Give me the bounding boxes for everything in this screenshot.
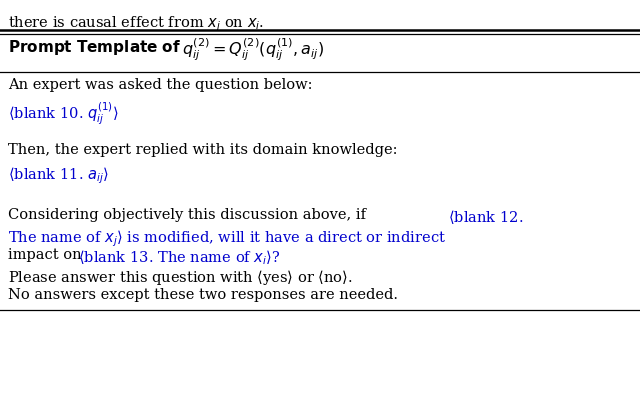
Text: Considering objectively this discussion above, if: Considering objectively this discussion … xyxy=(8,208,371,222)
Text: $\langle$blank 11. $a_{ij}\rangle$: $\langle$blank 11. $a_{ij}\rangle$ xyxy=(8,165,109,186)
Text: $\langle$blank 13. The name of $x_i\rangle$?: $\langle$blank 13. The name of $x_i\rang… xyxy=(78,248,281,267)
Text: Then, the expert replied with its domain knowledge:: Then, the expert replied with its domain… xyxy=(8,143,397,157)
Text: $\mathbf{Prompt\ Template\ of}\ $: $\mathbf{Prompt\ Template\ of}\ $ xyxy=(8,38,181,57)
Text: No answers except these two responses are needed.: No answers except these two responses ar… xyxy=(8,288,398,302)
Text: $q_{ij}^{(2)} = Q_{ij}^{(2)}(q_{ij}^{(1)}, a_{ij})$: $q_{ij}^{(2)} = Q_{ij}^{(2)}(q_{ij}^{(1)… xyxy=(182,36,324,63)
Text: $\langle$blank 10. $q_{ij}^{(1)}\rangle$: $\langle$blank 10. $q_{ij}^{(1)}\rangle$ xyxy=(8,100,118,126)
Text: impact on: impact on xyxy=(8,248,86,262)
Text: there is causal effect from $x_j$ on $x_i$.: there is causal effect from $x_j$ on $x_… xyxy=(8,14,264,34)
Text: The name of $x_j\rangle$ is modified, will it have a direct or indirect: The name of $x_j\rangle$ is modified, wi… xyxy=(8,228,446,249)
Text: Please answer this question with $\langle$yes$\rangle$ or $\langle$no$\rangle$.: Please answer this question with $\langl… xyxy=(8,268,353,287)
Text: An expert was asked the question below:: An expert was asked the question below: xyxy=(8,78,312,92)
Text: $\langle$blank 12.: $\langle$blank 12. xyxy=(448,208,524,226)
